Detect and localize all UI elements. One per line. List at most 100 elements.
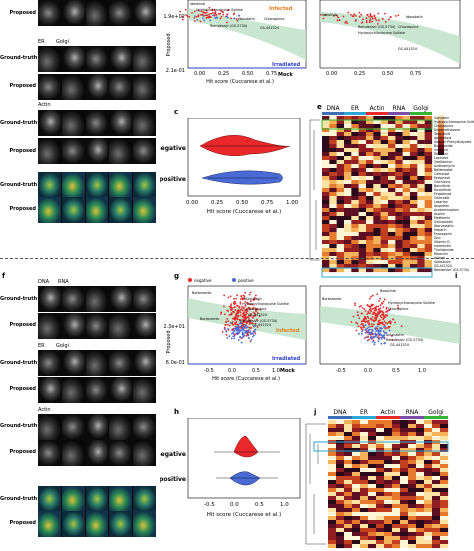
- heatmap-cell: [344, 224, 352, 229]
- heatmap-cell: [328, 508, 337, 513]
- heatmap-cell: [380, 160, 389, 165]
- channel-label-golgi-b: Golgi: [56, 343, 69, 349]
- scatter-point-negative: [383, 298, 386, 301]
- scatter-point-positive: [375, 330, 377, 333]
- heatmap-cell: [424, 224, 433, 229]
- heatmap-cell: [351, 128, 359, 133]
- heatmap-cell: [402, 192, 411, 197]
- heatmap-cell: [410, 208, 418, 213]
- heatmap-cell: [344, 508, 353, 513]
- heatmap-cell: [322, 180, 330, 185]
- scatter-point-negative: [224, 324, 227, 327]
- scatter-point-negative: [191, 12, 193, 14]
- heatmap-cell: [344, 192, 352, 197]
- heatmap-cell: [440, 496, 449, 501]
- heatmap-cell: [408, 520, 417, 525]
- heatmap-cell: [358, 196, 367, 201]
- heatmap-cell: [380, 120, 389, 125]
- heatmap-cell: [344, 232, 352, 237]
- heatmap-cell: [388, 248, 396, 253]
- scatter-point-negative: [208, 6, 211, 9]
- heatmap-cell: [373, 236, 381, 241]
- heatmap-cell: [392, 508, 401, 513]
- heatmap-cell: [351, 268, 359, 273]
- heatmap-cell: [376, 524, 385, 529]
- xtick-0: 0.00: [194, 71, 205, 77]
- heatmap-cell: [329, 220, 337, 225]
- heatmap-cell: [344, 448, 353, 453]
- heatmap-cell: [440, 480, 449, 485]
- scatter-point-negative: [364, 321, 367, 323]
- scatter-point-negative: [233, 316, 236, 319]
- row-label-b-proposed-1: Proposed: [9, 322, 36, 328]
- heatmap-cell: [416, 444, 425, 449]
- heatmap-cell: [410, 136, 418, 141]
- heatmap-cell: [358, 116, 367, 121]
- scatter-point-negative: [392, 318, 394, 321]
- heatmap-cell: [432, 504, 441, 509]
- heatmap-cell: [373, 220, 381, 225]
- heatmap-cell: [366, 248, 374, 253]
- scatter-point-positive: [383, 326, 385, 328]
- heatmap-column-bar: [328, 416, 352, 419]
- heatmap-cell: [336, 448, 345, 453]
- heatmap-cell: [358, 228, 367, 233]
- heatmap-cell: [417, 120, 425, 125]
- heatmap-cell: [373, 132, 381, 137]
- heatmap-cell: [336, 544, 345, 549]
- heatmap-cell: [400, 444, 409, 449]
- heatmap-cell: [402, 220, 411, 225]
- panel-j-letter: j: [314, 408, 317, 416]
- heatmap-cell: [408, 536, 417, 541]
- heatmap-cell: [373, 192, 381, 197]
- heatmap-cell: [395, 264, 403, 269]
- heatmap-cell: [388, 208, 396, 213]
- heatmap-cell: [432, 456, 441, 461]
- heatmap-cell: [344, 456, 353, 461]
- heatmap-cell: [416, 476, 425, 481]
- heatmap-cell: [432, 468, 441, 473]
- heatmap-cell: [384, 492, 393, 497]
- heatmap-cell: [336, 268, 345, 273]
- heatmap-cell: [328, 480, 337, 485]
- heatmap-row-label: Acetaminophen: [434, 208, 459, 212]
- heatmap-cell: [373, 228, 381, 233]
- image-strip-top-4: [38, 110, 156, 136]
- heatmap-cell: [376, 512, 385, 517]
- channel-label-golgi: Golgi: [56, 39, 69, 45]
- ytick-top: 1.9e+02: [163, 14, 185, 20]
- heatmap-cell: [395, 144, 403, 149]
- heatmap-cell: [388, 144, 396, 149]
- heatmap-cell: [344, 240, 352, 245]
- heatmap-cell: [352, 520, 361, 525]
- heatmap-cell: [432, 428, 441, 433]
- heatmap-cell: [395, 192, 403, 197]
- heatmap-cell: [336, 508, 345, 513]
- scatter-point-negative: [233, 306, 236, 309]
- violin-xlabel: Hit score (Cuccarese et al.): [207, 209, 282, 215]
- heatmap-cell: [384, 544, 393, 549]
- scatter-point-negative: [237, 314, 240, 317]
- scatter-point-negative: [256, 326, 259, 328]
- heatmap-cell: [366, 184, 374, 189]
- heatmap-cell: [352, 464, 361, 469]
- scatter-point-positive: [237, 339, 240, 341]
- heatmap-cell: [360, 488, 369, 493]
- heatmap-cell: [402, 180, 411, 185]
- annot-gs441524: GS-441524: [260, 26, 279, 30]
- heatmap-cell: [336, 516, 345, 521]
- scatter-point-positive: [253, 334, 255, 337]
- heatmap-cell: [336, 144, 345, 149]
- scatter-point-negative: [184, 8, 187, 11]
- channel-label-actin: Actin: [38, 102, 51, 108]
- heatmap-cell: [373, 224, 381, 229]
- heatmap-cell: [408, 496, 417, 501]
- heatmap-cell: [380, 172, 389, 177]
- scatter-point-negative: [368, 15, 370, 18]
- heatmap-cell: [344, 152, 352, 157]
- heatmap-cell: [322, 252, 330, 257]
- scatter-point-negative: [381, 18, 384, 20]
- heatmap-cell: [352, 468, 361, 473]
- heatmap-cell: [417, 264, 425, 269]
- scatter-point-negative: [382, 323, 385, 326]
